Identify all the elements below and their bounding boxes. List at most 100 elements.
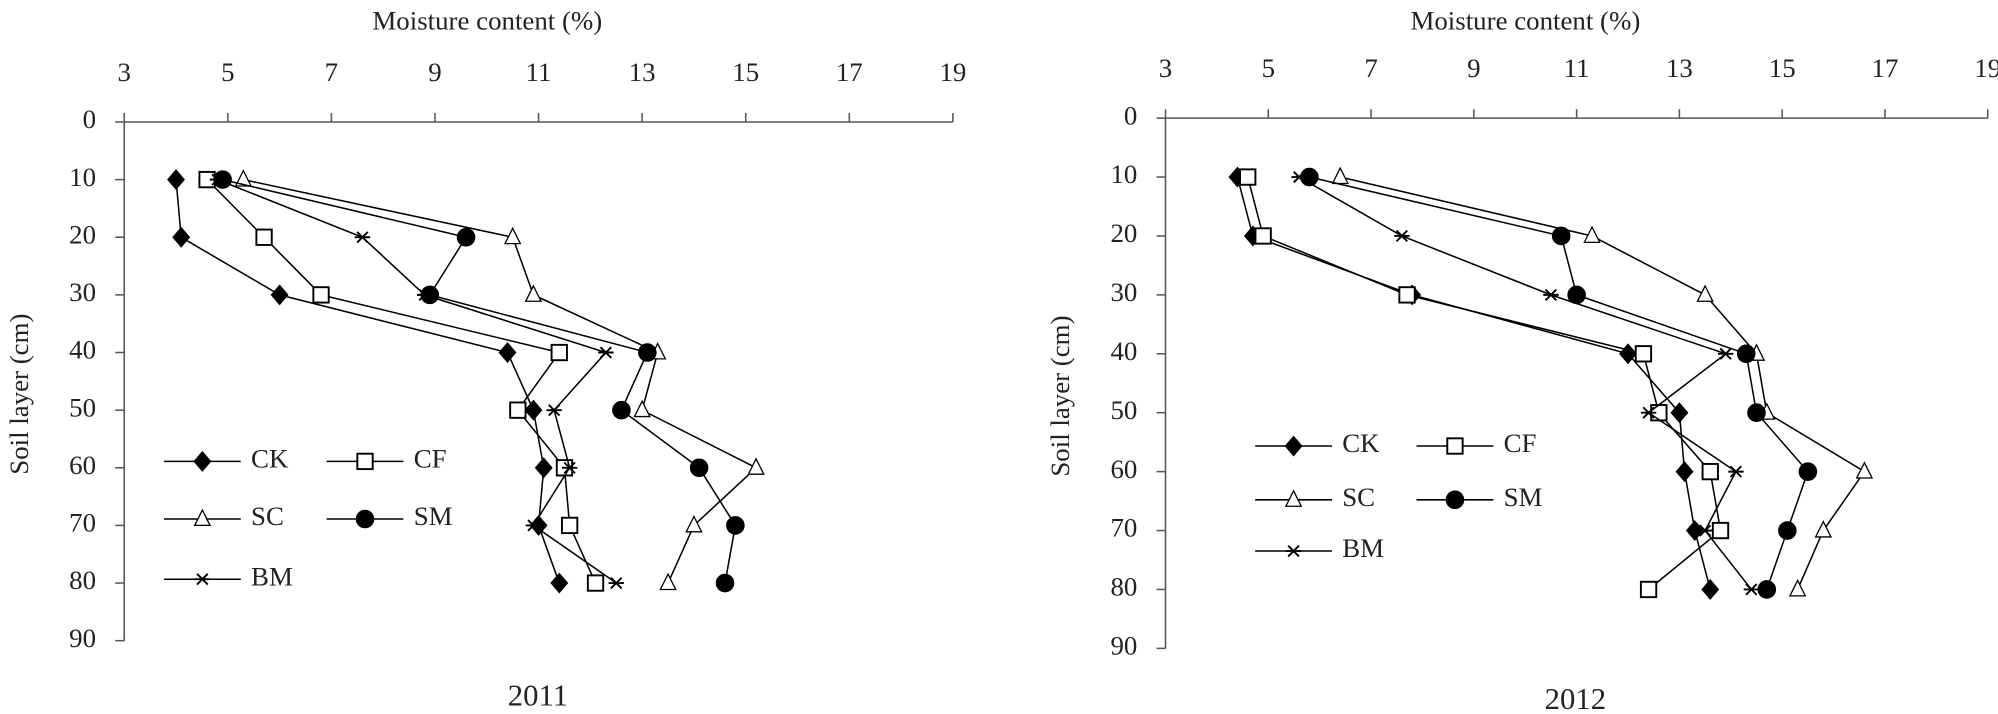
series-line <box>217 178 617 584</box>
marker-square <box>356 452 374 471</box>
marker-square <box>1711 521 1730 540</box>
marker-circle <box>456 227 476 247</box>
x-tick-label: 13 <box>629 57 656 87</box>
marker-circle <box>355 509 375 529</box>
marker-diamond <box>534 457 553 479</box>
x-tick-label: 13 <box>1666 53 1693 83</box>
marker-asterisk <box>1291 170 1307 184</box>
x-tick-label: 11 <box>526 57 552 87</box>
legend-label: BM <box>251 561 293 591</box>
marker-square <box>312 286 330 304</box>
x-tick-label: 7 <box>1364 53 1377 83</box>
x-tick-label: 11 <box>1564 53 1590 83</box>
x-tick-label: 17 <box>836 57 863 87</box>
asterisk-strokes <box>561 461 578 474</box>
marker-diamond <box>172 226 191 248</box>
marker-diamond <box>193 450 212 472</box>
marker-asterisk <box>354 231 371 244</box>
asterisk-strokes <box>1743 583 1760 596</box>
marker-square <box>509 401 527 419</box>
asterisk-strokes <box>354 231 371 244</box>
y-tick-label: 40 <box>69 335 96 365</box>
legend-label: CF <box>414 444 447 474</box>
asterisk-strokes <box>1285 544 1302 558</box>
marker-asterisk <box>1717 347 1734 360</box>
marker-circle <box>1551 226 1571 246</box>
y-tick-label: 20 <box>1110 218 1137 248</box>
marker-asterisk <box>525 519 542 532</box>
marker-circle <box>1757 580 1777 599</box>
y-tick-label: 70 <box>69 508 96 538</box>
marker-circle <box>612 400 631 420</box>
marker-asterisk <box>209 173 226 186</box>
x-tick-label: 15 <box>1769 53 1796 83</box>
asterisk-strokes <box>1728 465 1744 478</box>
x-tick-label: 19 <box>939 57 966 87</box>
x-tick-label: 5 <box>1262 53 1275 83</box>
marker-square <box>586 574 605 592</box>
marker-square <box>1634 345 1653 363</box>
marker-diamond <box>1675 461 1694 483</box>
marker-circle <box>1445 490 1465 510</box>
asterisk-strokes <box>525 519 542 532</box>
marker-circle <box>1747 403 1766 422</box>
asterisk-strokes <box>416 288 433 301</box>
y-tick-label: 40 <box>1110 336 1137 366</box>
marker-asterisk <box>1728 465 1744 478</box>
y-tick-label: 0 <box>1124 100 1137 130</box>
marker-asterisk <box>416 288 433 301</box>
marker-square <box>1446 437 1464 455</box>
y-tick-label: 10 <box>69 162 96 192</box>
y-tick-label: 50 <box>1110 395 1137 425</box>
y-tick-label: 80 <box>69 565 96 595</box>
marker-asterisk <box>1543 288 1559 301</box>
marker-triangle <box>1814 520 1833 538</box>
asterisk-strokes <box>1543 288 1559 301</box>
marker-asterisk <box>1640 406 1657 419</box>
marker-diamond <box>1670 402 1689 424</box>
series-line <box>1309 176 1809 590</box>
marker-asterisk <box>608 576 624 590</box>
y-tick-label: 80 <box>1110 572 1137 602</box>
marker-asterisk <box>1394 229 1410 243</box>
y-tick-label: 70 <box>1110 513 1137 543</box>
x-tick-label: 9 <box>1467 53 1480 83</box>
marker-triangle <box>503 226 522 245</box>
y-tick-label: 30 <box>69 277 96 307</box>
series-line <box>243 178 758 584</box>
marker-diamond <box>167 169 185 191</box>
marker-circle <box>638 343 657 362</box>
y-tick-label: 60 <box>69 450 96 480</box>
marker-asterisk <box>598 346 614 359</box>
series-line <box>1246 176 1722 591</box>
y-tick-label: 20 <box>69 219 96 249</box>
marker-triangle <box>1583 225 1601 244</box>
asterisk-strokes <box>608 576 624 590</box>
series-line <box>222 178 737 584</box>
series-line <box>1298 176 1752 590</box>
asterisk-strokes <box>598 346 614 359</box>
marker-triangle <box>659 572 677 591</box>
legend-label: SC <box>251 501 284 531</box>
marker-circle <box>1778 521 1797 540</box>
legend-label: SM <box>414 501 453 531</box>
marker-square <box>255 228 273 246</box>
marker-asterisk <box>1697 524 1713 537</box>
y-tick-label: 90 <box>69 623 96 653</box>
x-axis-title: Moisture content (%) <box>1410 6 1640 36</box>
marker-circle <box>689 458 709 478</box>
marker-asterisk <box>561 461 578 474</box>
marker-circle <box>1736 344 1756 364</box>
marker-triangle <box>1284 489 1303 507</box>
x-tick-label: 17 <box>1872 53 1899 83</box>
x-tick-label: 3 <box>118 57 131 87</box>
marker-triangle <box>1855 461 1874 479</box>
y-tick-label: 10 <box>1110 159 1137 189</box>
series-line <box>1236 176 1711 590</box>
marker-square <box>1398 286 1416 304</box>
panel-caption: 2011 <box>508 678 568 712</box>
marker-asterisk <box>546 404 562 417</box>
x-axis-title: Moisture content (%) <box>372 6 602 36</box>
